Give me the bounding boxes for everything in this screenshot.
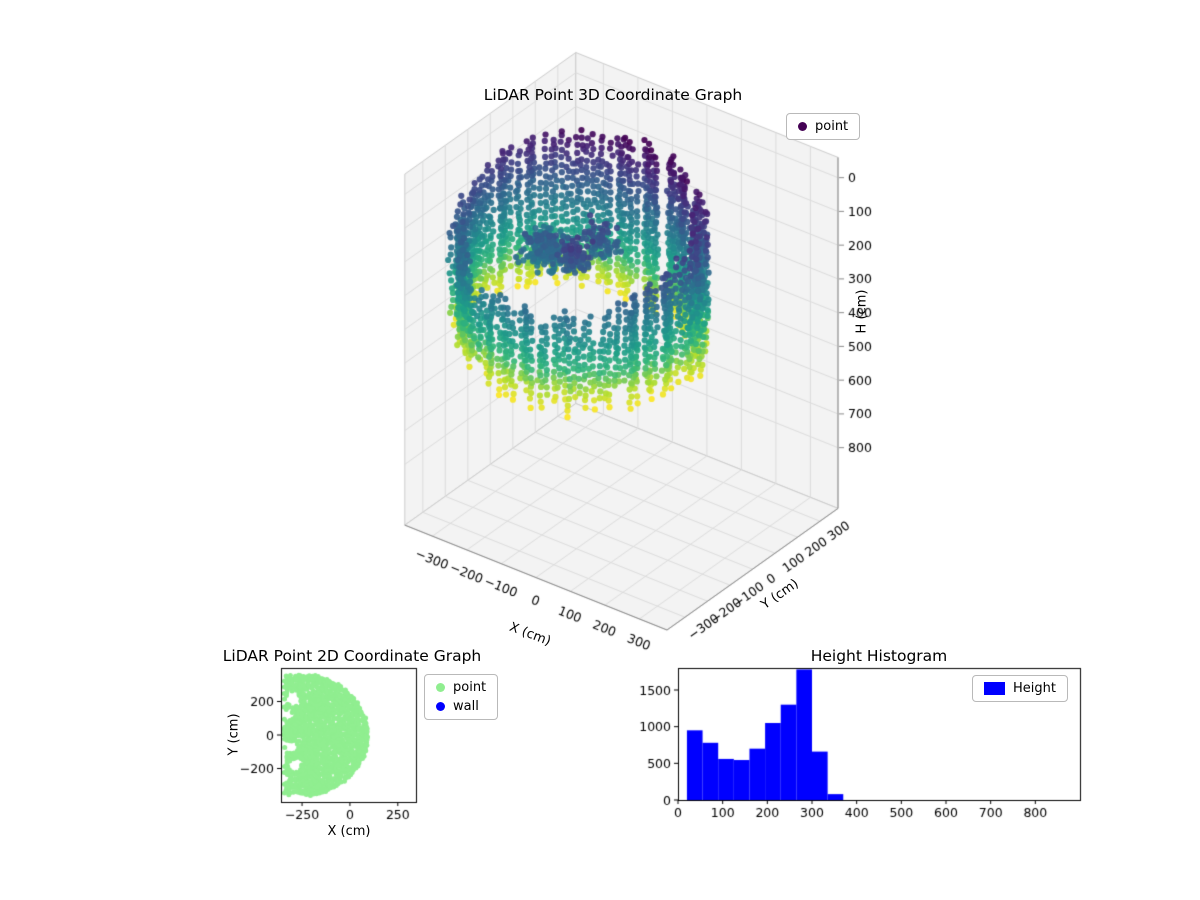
plot2d-yaxis-label: Y (cm) xyxy=(226,713,242,756)
plot2d-legend-entry-wall: wall xyxy=(436,699,486,714)
height-legend-marker-icon xyxy=(984,682,1005,695)
plot2d-title: LiDAR Point 2D Coordinate Graph xyxy=(222,647,482,665)
plot3d-zaxis-label: H (cm) xyxy=(854,289,870,334)
plot2d-xaxis-label: X (cm) xyxy=(327,824,371,839)
plot3d-title: LiDAR Point 3D Coordinate Graph xyxy=(483,86,743,104)
plot2d-legend-entry-point: point xyxy=(436,680,486,695)
point-legend-label: point xyxy=(815,119,849,134)
plot3d-legend-entry-point: point xyxy=(798,119,848,134)
wall-legend-label: wall xyxy=(453,699,479,714)
histogram-title: Height Histogram xyxy=(810,647,948,665)
height-legend-label: Height xyxy=(1013,681,1056,696)
point-legend-label: point xyxy=(453,680,487,695)
histogram-legend-entry-height: Height xyxy=(984,681,1056,696)
wall-legend-marker-icon xyxy=(436,702,445,711)
point-legend-marker-icon xyxy=(798,122,807,131)
plot3d-legend: point xyxy=(786,113,861,140)
plot2d-legend: point wall xyxy=(424,674,499,720)
point-legend-marker-icon xyxy=(436,683,445,692)
histogram-legend: Height xyxy=(972,675,1068,702)
